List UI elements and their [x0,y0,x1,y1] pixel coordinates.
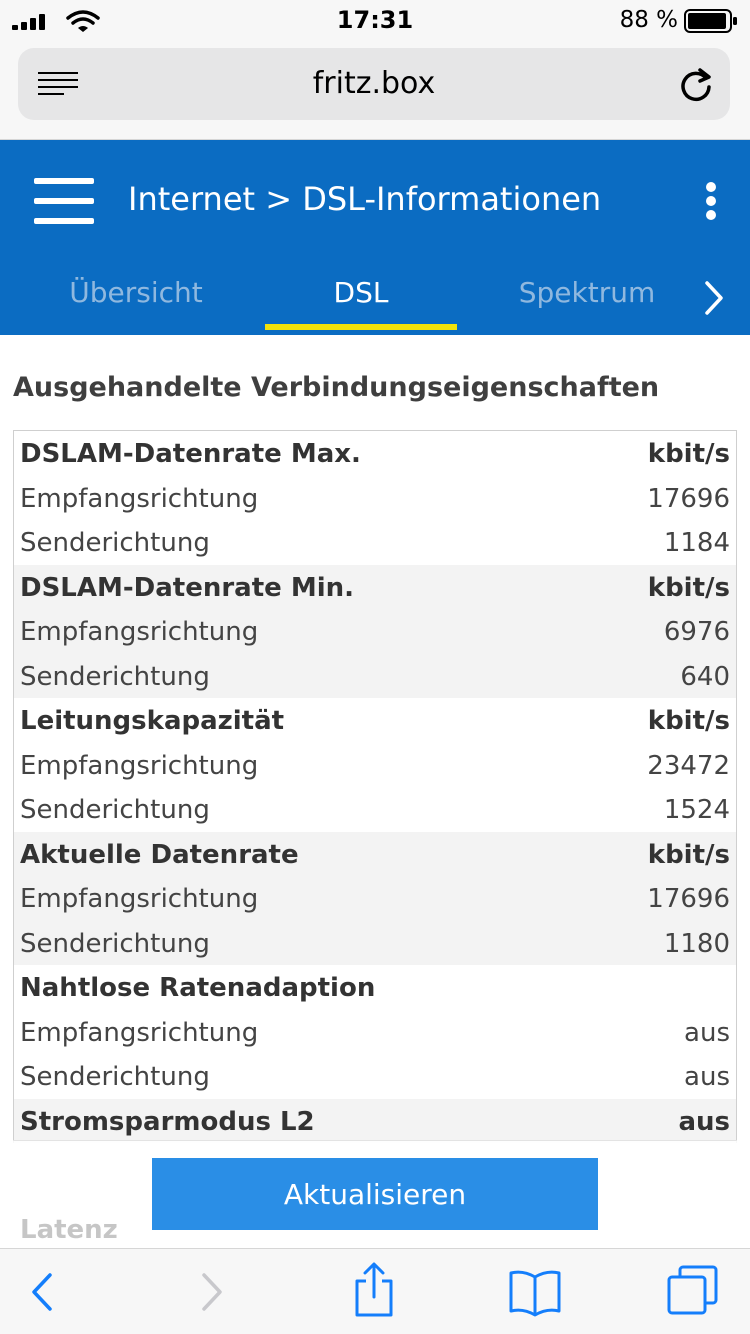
tab-uebersicht[interactable]: Übersicht [69,276,203,309]
tab-spektrum[interactable]: Spektrum [518,276,656,309]
share-icon[interactable] [352,1261,396,1317]
table-group: Stromsparmodus L2 aus [14,1098,736,1144]
row-label: Empfangsrichtung [20,1017,259,1048]
table-group-header: Stromsparmodus L2 aus [14,1099,736,1144]
battery-percentage: 88 % [619,7,678,33]
active-tab-indicator [265,324,457,330]
group-unit: kbit/s [647,706,730,736]
group-name: Leitungskapazität [20,706,285,736]
app-header: Internet > DSL-Informationen Übersicht D… [0,140,750,335]
row-label: Senderichtung [20,661,210,692]
status-bar: 17:31 88 % [0,0,750,40]
row-label: Empfangsrichtung [20,483,259,514]
table-group: Nahtlose Ratenadaption Empfangsrichtung … [14,965,736,1099]
table-group-header: DSLAM-Datenrate Min. kbit/s [14,565,736,610]
tabs-icon[interactable] [666,1263,720,1317]
row-label: Senderichtung [20,795,210,825]
row-value: 1184 [663,528,730,558]
row-label: Senderichtung [20,1062,210,1092]
row-value: 6976 [663,617,730,647]
bookmarks-icon[interactable] [508,1267,562,1317]
group-name: DSLAM-Datenrate Max. [20,439,361,469]
group-name: DSLAM-Datenrate Min. [20,572,355,603]
chevron-right-icon[interactable] [700,280,728,316]
table-row: Senderichtung 640 [14,654,736,699]
table-group: DSLAM-Datenrate Min. kbit/s Empfangsrich… [14,564,736,699]
battery-icon [684,9,737,33]
row-value: aus [684,1017,730,1048]
table-row: Empfangsrichtung 6976 [14,609,736,654]
table-row: Senderichtung 1184 [14,520,736,565]
refresh-button[interactable]: Aktualisieren [152,1158,598,1230]
wifi-icon [66,10,100,32]
table-group-header: Aktuelle Datenrate kbit/s [14,832,736,877]
more-options-icon[interactable] [704,182,718,220]
row-value: 640 [680,661,730,692]
browser-address-area: fritz.box [0,40,750,140]
url-text[interactable]: fritz.box [312,66,436,101]
back-icon[interactable] [28,1267,58,1317]
group-name: Aktuelle Datenrate [20,839,299,870]
table-row: Empfangsrichtung 23472 [14,743,736,788]
dsl-properties-table: DSLAM-Datenrate Max. kbit/s Empfangsrich… [13,430,737,1143]
group-name: Nahtlose Ratenadaption [20,973,376,1003]
row-value: 1524 [663,795,730,825]
menu-icon[interactable] [34,178,94,224]
row-value: 17696 [647,483,730,514]
table-row: Senderichtung 1524 [14,787,736,832]
status-time: 17:31 [336,6,414,34]
reload-icon[interactable] [678,66,714,102]
row-label: Senderichtung [20,928,210,959]
table-row: Empfangsrichtung 17696 [14,876,736,921]
row-value: aus [684,1062,730,1092]
table-group: Leitungskapazität kbit/s Empfangsrichtun… [14,698,736,832]
row-label: Empfangsrichtung [20,750,259,781]
table-group-header: DSLAM-Datenrate Max. kbit/s [14,431,736,476]
forward-icon[interactable] [196,1267,226,1317]
browser-toolbar [0,1248,750,1334]
table-group-header: Leitungskapazität kbit/s [14,698,736,743]
row-label: Senderichtung [20,528,210,558]
table-group-header: Nahtlose Ratenadaption [14,965,736,1010]
breadcrumb: Internet > DSL-Informationen [128,180,602,218]
row-label: Empfangsrichtung [20,884,259,914]
row-value: 17696 [647,884,730,914]
cellular-signal-icon [12,14,48,30]
table-row: Empfangsrichtung 17696 [14,476,736,521]
row-label: Empfangsrichtung [20,617,259,647]
group-name: Stromsparmodus L2 [20,1106,315,1137]
reader-view-icon[interactable] [38,70,80,100]
group-unit: kbit/s [647,572,730,603]
table-row: Senderichtung 1180 [14,921,736,966]
tab-dsl[interactable]: DSL [333,276,389,309]
group-unit: kbit/s [647,839,730,870]
group-value: aus [678,1106,730,1137]
group-unit: kbit/s [647,439,730,469]
table-group: Aktuelle Datenrate kbit/s Empfangsrichtu… [14,831,736,966]
table-group: DSLAM-Datenrate Max. kbit/s Empfangsrich… [14,431,736,565]
address-bar[interactable]: fritz.box [18,48,730,120]
section-title: Ausgehandelte Verbindungseigenschaften [13,372,660,403]
table-row: Empfangsrichtung aus [14,1010,736,1055]
table-row: Senderichtung aus [14,1054,736,1099]
next-section-title: Latenz [20,1215,118,1245]
row-value: 23472 [647,750,730,781]
row-value: 1180 [663,928,730,959]
